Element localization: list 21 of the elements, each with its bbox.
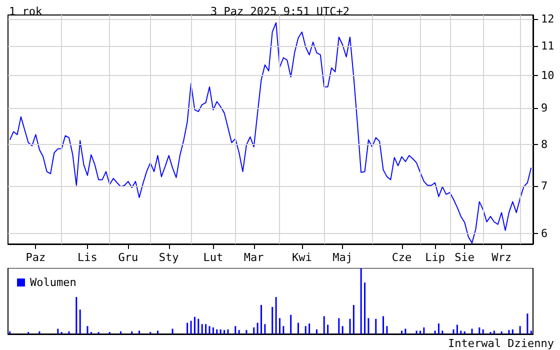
text: Interwal Dzienny [448, 337, 554, 350]
y-tick-label: 8 [541, 138, 548, 152]
x-tick-label: Paz [26, 251, 46, 264]
y-tick-label: 11 [541, 40, 554, 53]
x-tick-label: Sty [158, 251, 180, 264]
y-tick-label: 12 [541, 12, 554, 26]
x-tick-label: Wrz [492, 251, 512, 264]
y-tick-label: 6 [541, 227, 548, 240]
x-tick-label: Gru [118, 251, 138, 264]
x-tick-label: Lis [78, 251, 98, 264]
legend-label: Wolumen [30, 276, 76, 289]
x-tick-label: Lip [425, 251, 445, 264]
x-tick-label: Maj [332, 251, 353, 264]
y-tick-label: 10 [541, 68, 554, 82]
y-tick-label: 9 [541, 102, 548, 115]
y-tick-label: 7 [541, 179, 548, 192]
x-tick-label: Cze [392, 251, 412, 264]
x-tick-label: Kwi [292, 251, 312, 264]
x-tick-label: Mar [244, 251, 264, 264]
x-tick-label: Lut [203, 251, 224, 264]
x-tick-label: Sie [454, 251, 475, 264]
